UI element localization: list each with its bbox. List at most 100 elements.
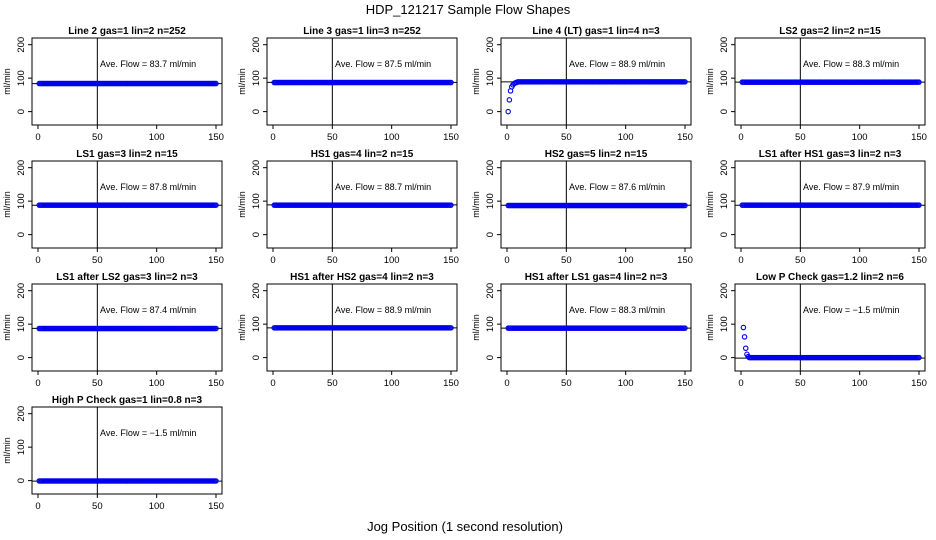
x-tick-label: 50 (327, 132, 338, 143)
x-tick-label: 50 (561, 378, 572, 389)
y-tick-label: 100 (485, 193, 496, 209)
y-axis-label: ml/min (237, 314, 247, 341)
y-tick-label: 200 (719, 160, 730, 176)
y-tick-label: 100 (251, 70, 262, 86)
x-tick-label: 0 (504, 255, 509, 266)
panel-10: HS1 after HS2 gas=4 lin=2 n=3 ml/min 0 100 2… (237, 272, 459, 389)
panel-title: LS2 gas=2 lin=2 n=15 (779, 26, 881, 37)
data-point (506, 97, 513, 103)
x-tick-label: 100 (618, 378, 634, 389)
x-tick-label: 100 (149, 132, 165, 143)
y-tick-label: 200 (251, 283, 262, 299)
x-tick-label: 100 (852, 255, 868, 266)
x-tick-label: 50 (795, 132, 806, 143)
panel-title: Line 2 gas=1 lin=2 n=252 (68, 26, 186, 37)
data-point (916, 79, 922, 85)
x-tick-label: 150 (443, 378, 459, 389)
panel-title: Line 3 gas=1 lin=3 n=252 (303, 26, 421, 37)
x-tick-label: 100 (149, 501, 165, 512)
y-tick-label: 200 (251, 160, 262, 176)
data-points (740, 324, 922, 361)
x-tick-label: 50 (92, 132, 103, 143)
data-point (916, 202, 922, 208)
y-axis-label: ml/min (237, 68, 247, 95)
data-points (271, 325, 454, 331)
panel-2: Line 3 gas=1 lin=3 n=252 ml/min 0 100 200 0 50… (237, 26, 459, 143)
panel-title: HS1 gas=4 lin=2 n=15 (311, 149, 414, 160)
data-points (36, 325, 219, 332)
data-point (448, 325, 454, 331)
y-tick-label: 200 (485, 160, 496, 176)
data-point (213, 80, 219, 87)
y-tick-label: 0 (16, 355, 27, 360)
x-tick-label: 150 (911, 132, 927, 143)
panel-11: HS1 after LS1 gas=4 lin=2 n=3 ml/min 0 100 2… (471, 272, 693, 389)
panel-title: LS1 gas=3 lin=2 n=15 (76, 149, 178, 160)
x-tick-label: 150 (911, 255, 927, 266)
plot-frame (31, 37, 223, 126)
plot-frame (734, 283, 926, 372)
plot-frame (500, 283, 692, 372)
data-points (505, 325, 688, 331)
x-tick-label: 150 (208, 255, 224, 266)
x-tick-label: 150 (208, 378, 224, 389)
x-tick-label: 100 (384, 255, 400, 266)
data-point (682, 79, 688, 85)
x-tick-label: 50 (92, 501, 103, 512)
x-tick-label: 0 (738, 132, 743, 143)
x-tick-label: 150 (677, 132, 693, 143)
x-tick-label: 50 (795, 378, 806, 389)
y-axis-label: ml/min (471, 68, 481, 95)
y-axis-label: ml/min (705, 314, 715, 341)
panel-title: LS1 after LS2 gas=3 lin=2 n=3 (56, 272, 198, 283)
data-points (739, 79, 922, 85)
average-flow-annotation: Ave. Flow = 87.5 ml/min (335, 59, 431, 69)
x-tick-label: 50 (561, 255, 572, 266)
x-tick-label: 100 (149, 255, 165, 266)
y-tick-label: 200 (719, 283, 730, 299)
x-tick-label: 0 (504, 378, 509, 389)
data-point (682, 325, 688, 331)
x-tick-label: 150 (677, 255, 693, 266)
y-tick-label: 0 (16, 232, 27, 237)
average-flow-annotation: Ave. Flow = 87.8 ml/min (100, 182, 196, 192)
x-tick-label: 0 (270, 132, 275, 143)
average-flow-annotation: Ave. Flow = 88.9 ml/min (335, 305, 431, 315)
plot-frame (500, 160, 692, 249)
y-tick-label: 200 (251, 37, 262, 53)
x-axis-title: Jog Position (1 second resolution) (367, 519, 563, 534)
y-tick-label: 0 (251, 109, 262, 114)
y-tick-label: 100 (16, 70, 27, 86)
panel-7: HS2 gas=5 lin=2 n=15 ml/min 0 100 200 0 50 100 1… (471, 149, 693, 266)
x-tick-label: 150 (677, 378, 693, 389)
y-tick-label: 100 (251, 316, 262, 332)
average-flow-annotation: Ave. Flow = 88.9 ml/min (569, 59, 665, 69)
data-points (36, 202, 219, 208)
x-tick-label: 50 (561, 132, 572, 143)
y-tick-label: 0 (719, 355, 730, 360)
y-tick-label: 0 (485, 355, 496, 360)
x-tick-label: 100 (618, 132, 634, 143)
x-tick-label: 50 (92, 255, 103, 266)
panel-3: Line 4 (LT) gas=1 lin=4 n=3 ml/min 0 100 200… (471, 26, 693, 143)
panel-title: HS1 after LS1 gas=4 lin=2 n=3 (525, 272, 668, 283)
panel-title: HS2 gas=5 lin=2 n=15 (545, 149, 648, 160)
panel-12: Low P Check gas=1.2 lin=2 n=6 ml/min 0 100 2… (705, 272, 927, 389)
panel-9: LS1 after LS2 gas=3 lin=2 n=3 ml/min 0 100 2… (2, 272, 224, 389)
x-tick-label: 100 (384, 378, 400, 389)
data-points (505, 79, 688, 115)
y-axis-label: ml/min (471, 314, 481, 341)
x-tick-label: 0 (270, 378, 275, 389)
plot-frame (31, 160, 223, 249)
y-axis-label: ml/min (471, 191, 481, 218)
figure-title: HDP_121217 Sample Flow Shapes (366, 2, 571, 17)
x-tick-label: 50 (327, 255, 338, 266)
plot-frame (31, 406, 223, 495)
y-tick-label: 0 (16, 109, 27, 114)
panel-1: Line 2 gas=1 lin=2 n=252 ml/min 0 100 200 0 50… (2, 26, 224, 143)
y-tick-label: 100 (719, 316, 730, 332)
data-point (916, 354, 922, 361)
y-tick-label: 200 (719, 37, 730, 53)
x-tick-label: 150 (911, 378, 927, 389)
